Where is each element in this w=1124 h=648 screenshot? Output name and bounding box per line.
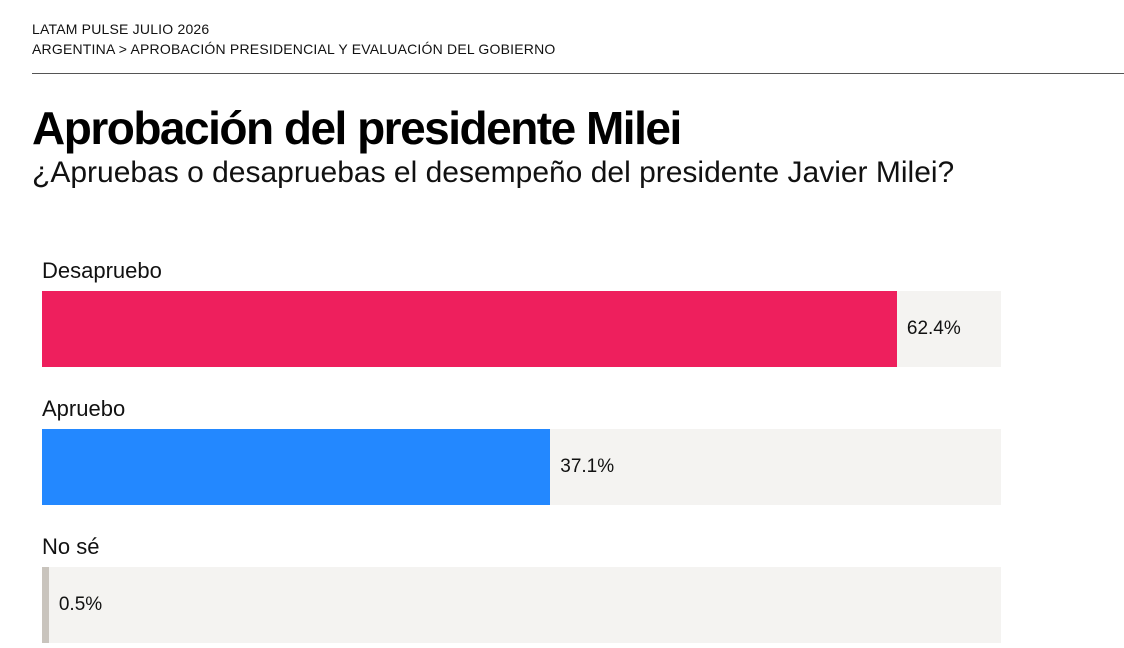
bar xyxy=(42,567,49,643)
bar-track: 37.1% xyxy=(42,429,1001,505)
chart-row: Apruebo 37.1% xyxy=(42,390,1002,510)
chart-subtitle: ¿Apruebas o desapruebas el desempeño del… xyxy=(32,156,955,189)
bar-chart: Desapruebo 62.4% Apruebo 37.1% No sé 0.5% xyxy=(42,252,1002,643)
category-label: No sé xyxy=(42,534,100,559)
bar xyxy=(42,429,551,505)
breadcrumb[interactable]: ARGENTINA > APROBACIÓN PRESIDENCIAL Y EV… xyxy=(32,41,556,57)
value-label: 62.4% xyxy=(906,318,961,339)
bar xyxy=(42,291,897,367)
category-label: Desapruebo xyxy=(42,258,162,283)
category-label: Apruebo xyxy=(42,396,126,421)
chart-row: Desapruebo 62.4% xyxy=(42,252,1002,372)
value-label: 0.5% xyxy=(58,594,103,615)
report-kicker: LATAM PULSE JULIO 2026 xyxy=(32,21,210,37)
chart-row: No sé 0.5% xyxy=(42,528,1002,648)
header-divider xyxy=(32,73,1124,74)
bar-track: 0.5% xyxy=(42,567,1001,643)
bar-track: 62.4% xyxy=(42,291,1001,367)
chart-title: Aprobación del presidente Milei xyxy=(32,102,682,154)
report-header: LATAM PULSE JULIO 2026 ARGENTINA > APROB… xyxy=(32,19,1124,59)
value-label: 37.1% xyxy=(560,456,615,477)
